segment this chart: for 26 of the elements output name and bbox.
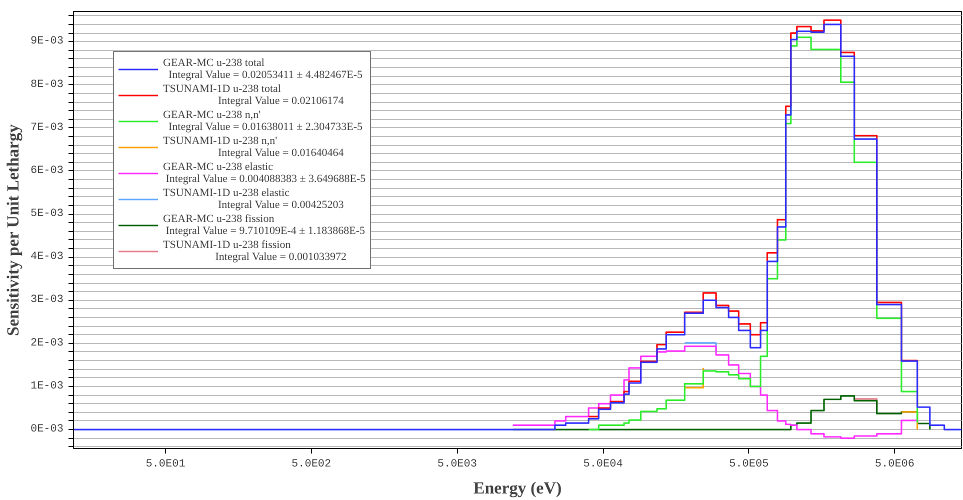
y-tick-label: 1E-03 [30,380,64,392]
y-tick-label: 6E-03 [30,164,64,177]
legend-label: GEAR-MC u-238 n,n' Integral Value = 0.01638011 ± 2.304733E-5 [163,108,363,134]
y-tick-label: 0E-03 [30,424,64,436]
y-tick-label: 2E-03 [30,337,64,350]
x-tick-label: 5.0E04 [583,458,624,470]
y-tick-label: 7E-03 [30,122,64,134]
y-tick-label: 5E-03 [30,208,64,220]
legend-label: TSUNAMI-1D u-238 elastic Integral Value = 0.00425203 [163,186,344,212]
x-tick-label: 5.0E06 [874,458,915,470]
y-axis-title: Sensitivity per Unit Lethargy [3,124,22,336]
x-tick-label: 5.0E05 [729,458,769,470]
legend-label: GEAR-MC u-238 elastic Integral Value = 0.004088383 ± 3.649688E-5 [163,160,366,186]
legend-label: TSUNAMI-1D u-238 total Integral Value = 0.02106174 [163,82,344,108]
x-tick-label: 5.0E01 [146,458,186,470]
legend-label: GEAR-MC u-238 fission Integral Value = 9.710109E-4 ± 1.183868E-5 [163,212,366,238]
legend-label: TSUNAMI-1D u-238 fission Integral Value = 0.001033972 [163,238,347,264]
x-tick-label: 5.0E03 [437,458,477,470]
y-tick-label: 8E-03 [30,78,64,91]
legend-label: GEAR-MC u-238 total Integral Value = 0.02053411 ± 4.482467E-5 [163,56,363,82]
x-tick-label: 5.0E02 [292,458,332,470]
y-tick-label: 9E-03 [30,36,64,48]
x-axis-title: Energy (eV) [473,478,562,498]
y-tick-label: 4E-03 [30,251,64,264]
legend-label: TSUNAMI-1D u-238 n,n' Integral Value = 0.01640464 [163,134,344,160]
y-tick-label: 3E-03 [30,294,64,306]
